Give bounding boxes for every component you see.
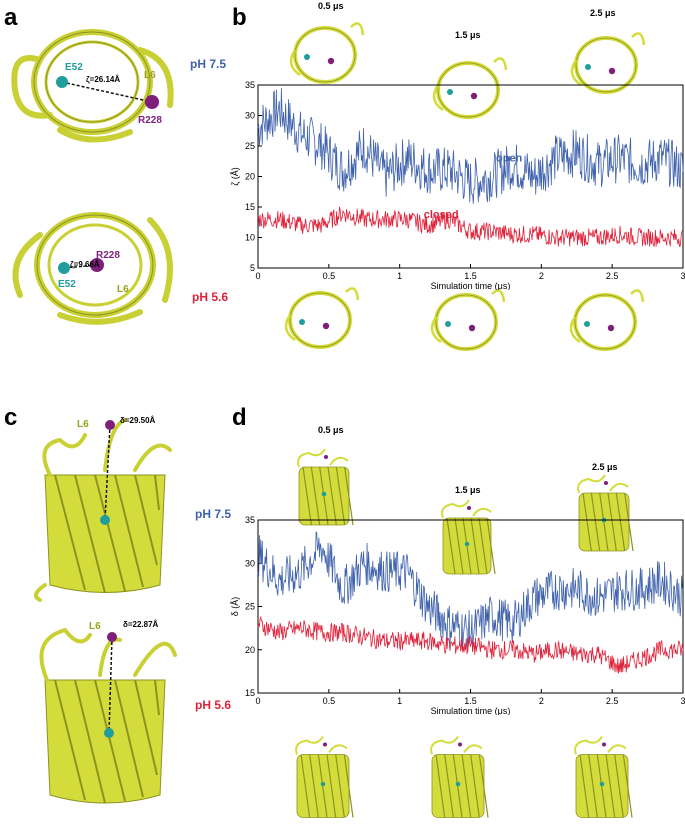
barrel-side-view-ph56: L6 δ=22.87Å [39,620,177,804]
x-tick-label: 2 [539,271,544,281]
y-tick-label: 25 [245,141,255,151]
snapshot-top-view [569,289,645,351]
y-tick-label: 35 [245,80,255,90]
x-axis-label: Simulation time (μs) [431,281,511,290]
y-tick-label: 25 [245,602,255,612]
x-tick-label: 0.5 [323,271,336,281]
snapshot-time-d-3: 2.5 μs [592,462,618,472]
snapshot-time-b-2: 1.5 μs [455,30,481,40]
arg-sphere [107,632,117,642]
label-zeta-dist: ζ=26.14Å [86,75,120,84]
snapshot-side-view [441,499,496,575]
arg-sphere [145,95,159,109]
x-tick-label: 2.5 [606,271,619,281]
panel-letter-d: d [232,404,247,431]
ph-label-a-bottom: pH 5.6 [192,290,229,304]
snapshot-time-b-3: 2.5 μs [590,8,616,18]
y-axis-label: ζ (Å) [230,167,240,185]
y-tick-label: 30 [245,111,255,121]
y-axis-label: δ (Å) [230,597,240,617]
barrel-top-view-ph56: E52 R228 L6 ζ=9.66Å [12,212,173,325]
x-tick-label: 0.5 [323,696,336,706]
x-tick-label: 1 [397,271,402,281]
y-tick-label: 15 [245,202,255,212]
y-tick-label: 15 [245,688,255,698]
label-e52: E52 [58,279,76,290]
y-tick-label: 5 [250,263,255,273]
panel-letter-a: a [4,4,18,31]
label-l6: L6 [117,284,129,295]
glu-sphere [58,262,70,274]
delta-time-chart: 0 0.5 1 1.5 2 2.5 3 15 20 25 30 35 Simulation time (… [230,515,685,715]
label-r228: R228 [138,115,162,126]
panel-letter-b: b [232,4,247,31]
x-tick-label: 0 [255,271,260,281]
y-tick-label: 35 [245,515,255,525]
label-l6: L6 [89,621,101,632]
series-line-0 [257,88,684,204]
label-zeta-dist: ζ=9.66Å [70,260,100,269]
ph-label-a-top: pH 7.5 [190,57,227,71]
x-tick-label: 1 [397,696,402,706]
glu-sphere [100,515,110,525]
x-tick-label: 3 [680,271,685,281]
glu-sphere [56,76,68,88]
snapshot-side-view [577,474,634,552]
series-line-0 [257,531,684,653]
ph-label-c-top: pH 7.5 [195,507,232,521]
x-tick-label: 1.5 [464,271,477,281]
y-tick-label: 30 [245,558,255,568]
x-tick-label: 2 [539,696,544,706]
snapshot-side-view [297,448,354,526]
x-tick-label: 0 [255,696,260,706]
snapshot-time-d-1: 0.5 μs [318,425,344,435]
label-l6: L6 [77,419,89,430]
snapshot-side-view [295,735,354,818]
y-tick-label: 20 [245,645,255,655]
x-tick-label: 1.5 [464,696,477,706]
series-label-open: open [496,152,523,164]
label-r228: R228 [96,250,120,261]
snapshot-top-view [289,22,365,84]
series-line-1 [257,615,684,674]
label-delta-dist: δ=29.50Å [120,416,156,425]
arg-sphere [90,258,104,272]
snapshot-top-view [432,57,508,119]
snapshot-side-view [430,735,489,818]
snapshot-top-view [284,287,360,349]
x-tick-label: 2.5 [606,696,619,706]
x-axis-label: Simulation time (μs) [431,706,511,715]
series-line-1 [257,206,684,247]
x-tick-label: 3 [680,696,685,706]
series-label-closed: closed [424,209,459,221]
y-tick-label: 20 [245,172,255,182]
arg-sphere [105,420,115,430]
snapshot-time-b-1: 0.5 μs [318,1,344,11]
ph-label-c-bottom: pH 5.6 [195,698,232,712]
panel-letter-c: c [4,404,18,431]
barrel-top-view-ph75: E52 R228 L6 ζ=26.14Å [11,29,174,143]
snapshot-time-d-2: 1.5 μs [455,485,481,495]
snapshot-side-view [574,735,633,818]
y-tick-label: 10 [245,233,255,243]
label-l6: L6 [144,70,156,81]
glu-sphere [104,728,114,738]
snapshot-top-view [430,289,506,351]
snapshot-top-view [570,32,646,94]
label-delta-dist: δ=22.87Å [123,620,159,629]
label-e52: E52 [65,62,83,73]
barrel-side-view-ph75: L6 δ=29.50Å [34,416,172,602]
